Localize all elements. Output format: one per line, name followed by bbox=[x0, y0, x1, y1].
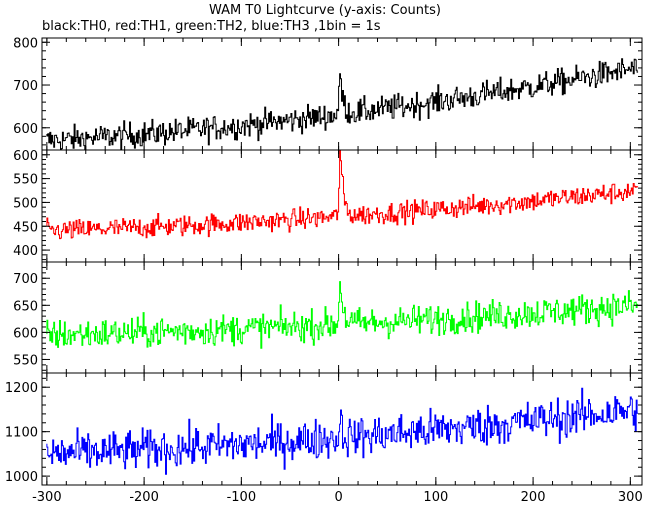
y-tick-label: 1000 bbox=[5, 470, 38, 485]
y-tick-label: 400 bbox=[13, 244, 38, 259]
y-tick-label: 550 bbox=[13, 173, 38, 188]
y-tick-label: 450 bbox=[13, 220, 38, 235]
y-tick-label: 650 bbox=[13, 299, 38, 314]
panel-th2: 550 600 650 700 bbox=[13, 261, 643, 374]
x-tick-label: -300 bbox=[32, 490, 62, 505]
series-line-th2 bbox=[46, 281, 639, 349]
x-tick-label: -200 bbox=[129, 490, 159, 505]
y-tick-label: 600 bbox=[13, 149, 38, 164]
x-tick-label: -100 bbox=[227, 490, 257, 505]
y-tick-label: 600 bbox=[13, 326, 38, 341]
y-tick-label: 800 bbox=[13, 36, 38, 51]
y-tick-label: 1200 bbox=[5, 381, 38, 396]
series-line-th3 bbox=[46, 387, 639, 475]
y-tick-label: 600 bbox=[13, 122, 38, 137]
chart-title: WAM T0 Lightcurve (y-axis: Counts) bbox=[209, 3, 441, 18]
y-tick-label: 1100 bbox=[5, 426, 38, 441]
panel-frame bbox=[41, 372, 643, 486]
y-tick-label: 700 bbox=[13, 272, 38, 287]
panel-th0: 600 700 800 bbox=[13, 36, 643, 151]
x-tick-label: 0 bbox=[334, 490, 342, 505]
x-tick-label: 100 bbox=[423, 490, 448, 505]
panel-th3: 1000 1100 1200 -300 -200 -100 0 100 200 300 bbox=[5, 372, 643, 505]
panel-th1: 400 450 500 550 600 bbox=[13, 149, 643, 263]
panels: 6007008004004505005506005506006507001000… bbox=[5, 36, 643, 505]
series-line-th0 bbox=[46, 58, 639, 150]
x-tick-label: 300 bbox=[618, 490, 643, 505]
chart-subtitle: black:TH0, red:TH1, green:TH2, blue:TH3 … bbox=[42, 19, 381, 34]
x-tick-label: 200 bbox=[521, 490, 546, 505]
series-line-th1 bbox=[46, 150, 639, 240]
panel-frame bbox=[41, 261, 643, 374]
y-tick-label: 700 bbox=[13, 79, 38, 94]
y-tick-label: 500 bbox=[13, 196, 38, 211]
y-tick-label: 550 bbox=[13, 353, 38, 368]
